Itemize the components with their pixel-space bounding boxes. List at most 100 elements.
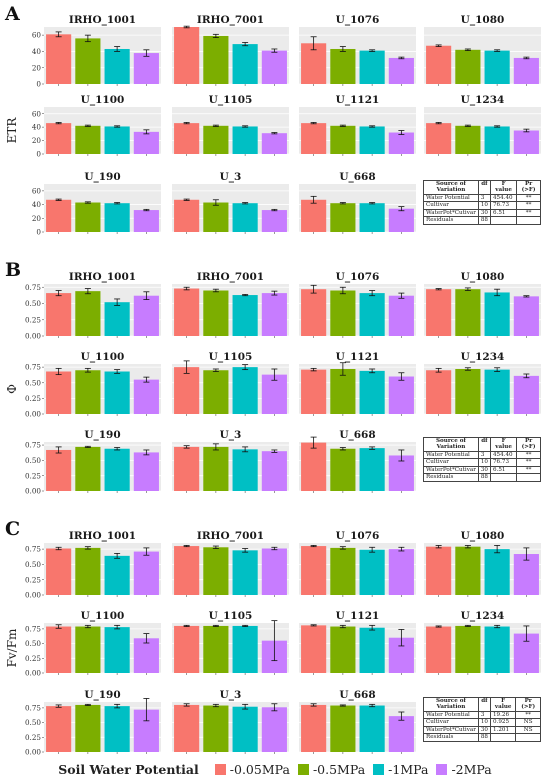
bar — [359, 627, 385, 673]
bar — [301, 199, 327, 232]
bar — [75, 547, 101, 595]
bar — [174, 123, 200, 154]
bar — [104, 126, 130, 154]
header-source: Source of Variation — [423, 437, 479, 452]
legend-label-3: -1MPa — [388, 761, 429, 777]
cell-source: WaterPot*Cutivar — [423, 465, 479, 475]
y-tick-label: 0 — [36, 150, 41, 159]
cell-f: 6.51 — [489, 208, 518, 218]
bar — [203, 290, 229, 336]
cell-source: Cultivar — [423, 201, 479, 210]
subplot-title: U_1076 — [336, 271, 380, 284]
cell-source: Water Potential — [423, 710, 479, 720]
y-tick-label: 0 — [36, 80, 41, 89]
y-tick-label: 0.50 — [25, 299, 41, 308]
bar — [330, 290, 356, 336]
y-tick-label: 0.50 — [25, 639, 41, 648]
cell-p: ** — [516, 193, 541, 203]
bar — [104, 48, 130, 84]
legend-label-2: -0.5MPa — [312, 761, 366, 777]
bar — [484, 626, 510, 673]
bar — [174, 367, 200, 414]
bar — [174, 288, 200, 336]
bar — [232, 449, 258, 491]
bar — [133, 452, 159, 491]
table-row: Cultivar 10 76.73 ** — [423, 201, 541, 210]
bar — [174, 199, 200, 232]
anova-header-row: Source of Variation df F value Pr (>F) — [423, 437, 541, 452]
bar — [426, 370, 452, 414]
bar — [301, 625, 327, 673]
bar — [46, 449, 72, 491]
table-row: Cultivar 10 0.925 NS — [423, 718, 541, 727]
bar — [388, 295, 414, 336]
bar — [104, 203, 130, 232]
bar — [301, 289, 327, 336]
anova-table-A: Source of Variation df F value Pr (>F) W… — [423, 180, 541, 225]
bar — [455, 546, 481, 595]
bar — [426, 289, 452, 336]
bar — [104, 448, 130, 491]
bar — [203, 446, 229, 491]
bar — [359, 293, 385, 336]
table-row: Water Potential 3 19.26 ** — [423, 710, 541, 720]
y-axis-label: Fv/Fm — [5, 628, 19, 667]
table-row: Residuals 88 — [423, 733, 541, 742]
bar — [426, 626, 452, 673]
cell-source: WaterPot*Cutivar — [423, 208, 479, 218]
y-axis-label: Φ — [5, 384, 19, 394]
bar — [455, 289, 481, 336]
cell-df: 3 — [477, 710, 492, 720]
bar — [301, 704, 327, 752]
y-tick-label: 20 — [32, 63, 42, 72]
cell-df: 10 — [477, 458, 492, 467]
cell-p — [515, 733, 541, 742]
table-row: Cultivar 10 76.73 ** — [423, 458, 541, 467]
bar — [174, 625, 200, 673]
cell-p: NS — [515, 725, 541, 735]
bar — [203, 202, 229, 232]
bar — [513, 130, 539, 154]
subplot-title: U_1076 — [336, 14, 380, 27]
table-row: Residuals 88 — [423, 216, 541, 225]
y-tick-label: 40 — [32, 200, 42, 209]
y-tick-label: 0 — [36, 228, 41, 237]
cell-df: 88 — [477, 216, 492, 225]
subplot-title: U_1100 — [81, 351, 125, 364]
y-tick-label: 20 — [32, 136, 42, 145]
subplot-title: U_3 — [220, 429, 242, 442]
subplot-title: U_3 — [220, 171, 242, 184]
y-tick-label: 60 — [32, 109, 42, 118]
table-row: WaterPot*Cutivar 30 1.201 NS — [423, 725, 541, 735]
cell-p: ** — [516, 201, 541, 210]
bar — [174, 546, 200, 595]
y-tick-label: 40 — [32, 47, 42, 56]
subplot-title: U_3 — [220, 689, 242, 702]
y-tick-label: 0.75 — [25, 441, 41, 450]
table-row: WaterPot*Cutivar 30 6.51 ** — [423, 208, 541, 218]
bar — [261, 707, 287, 752]
panel-letter-B: B — [5, 259, 21, 281]
y-tick-label: 40 — [32, 123, 42, 132]
subplot-title: U_1105 — [209, 610, 253, 623]
anova-table-B: Source of Variation df F value Pr (>F) W… — [423, 437, 541, 482]
anova-table-C: Source of Variation df F value Pr (>F) W… — [423, 697, 541, 742]
bar — [133, 295, 159, 336]
subplot-title: U_1100 — [81, 94, 125, 107]
anova-header-row: Source of Variation df F value Pr (>F) — [423, 180, 541, 195]
bar — [75, 38, 101, 84]
bar — [75, 704, 101, 752]
header-f-value: F value — [489, 697, 517, 712]
bar — [388, 455, 414, 491]
cell-df: 88 — [477, 473, 492, 482]
bar — [174, 446, 200, 491]
subplot-title: U_190 — [84, 689, 120, 702]
bar — [359, 448, 385, 491]
bar — [203, 547, 229, 595]
cell-source: Residuals — [423, 733, 479, 742]
y-tick-label: 0.75 — [25, 545, 41, 554]
subplot-title: U_190 — [84, 429, 120, 442]
bar — [513, 296, 539, 336]
cell-p: ** — [516, 458, 541, 467]
